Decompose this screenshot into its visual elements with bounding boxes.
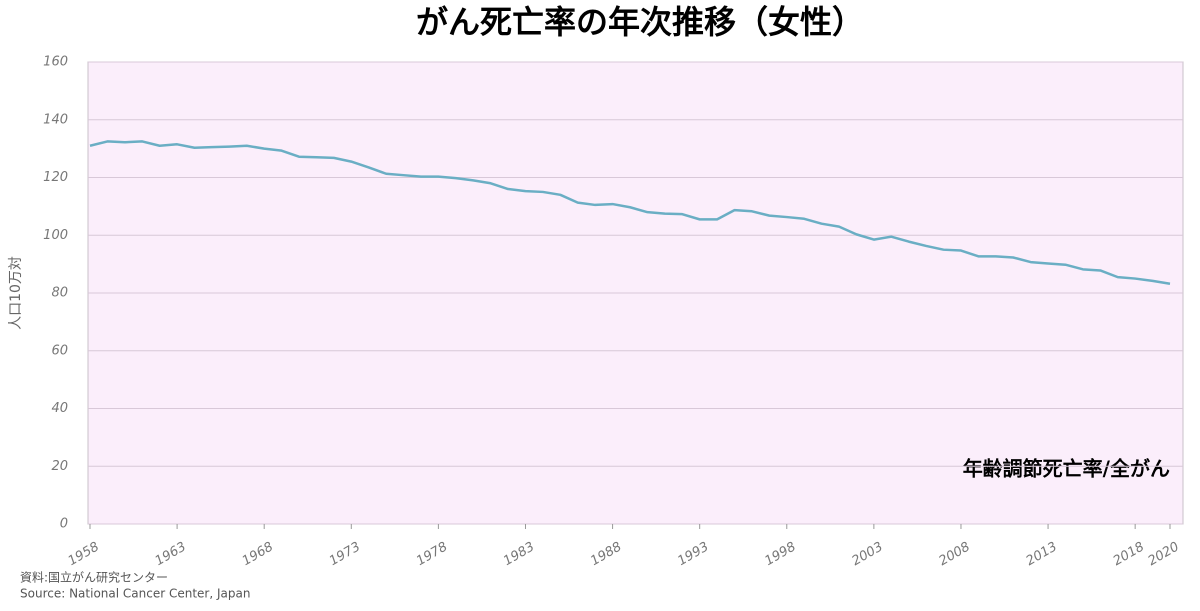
x-tick-label: 1973	[327, 540, 363, 570]
data-line	[89, 140, 1171, 285]
x-tick-label: 1998	[762, 540, 798, 570]
x-tick-label: 2008	[937, 540, 973, 570]
x-tick-label: 1963	[153, 540, 189, 570]
x-tick-label: 1988	[588, 540, 624, 570]
y-tick-label: 80	[51, 286, 68, 301]
x-tick-label: 1978	[414, 540, 450, 570]
y-tick-label: 140	[43, 112, 68, 127]
x-tick-label: 1958	[66, 540, 102, 570]
y-tick-label: 40	[51, 401, 68, 416]
y-tick-label: 20	[51, 459, 68, 474]
y-axis-label: 人口10万対	[8, 256, 24, 330]
y-tick-label: 0	[60, 517, 68, 532]
annotation: 年齢調節死亡率/全がん	[963, 457, 1170, 481]
x-tick-label: 2013	[1024, 540, 1060, 570]
x-tick-label: 2003	[849, 540, 885, 570]
x-tick-label: 1993	[675, 540, 711, 570]
y-tick-label: 160	[43, 55, 68, 70]
x-tick-label: 1983	[501, 540, 537, 570]
y-tick-label: 60	[51, 343, 68, 358]
y-tick-label: 100	[43, 228, 68, 243]
x-tick-label: 1968	[240, 540, 276, 570]
source-note: Source: National Cancer Center, Japan	[20, 587, 250, 601]
chart-title: がん死亡率の年次推移（女性）	[416, 3, 864, 41]
y-tick-label: 120	[43, 170, 68, 185]
source-note: 資料:国立がん研究センター	[20, 570, 168, 585]
x-tick-label: 2020	[1146, 540, 1182, 570]
x-tick-label: 2018	[1111, 540, 1147, 570]
